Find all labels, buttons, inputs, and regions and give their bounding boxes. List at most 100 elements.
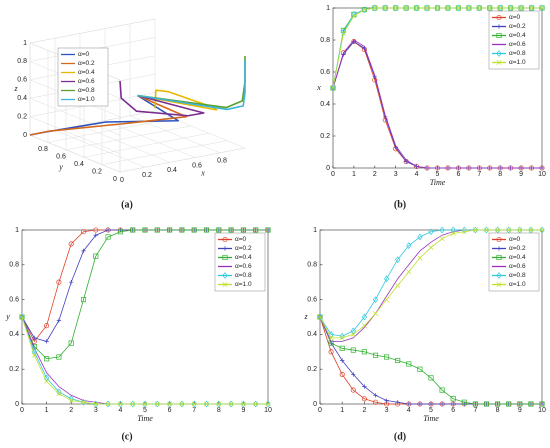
marker [406,361,412,367]
z-tick-label: 0 [23,132,27,139]
x-tick-label: 4 [407,407,411,414]
legend-box [57,47,109,107]
y-tick-label: 1 [326,5,330,12]
marker [56,279,62,285]
x-tick-label: 0 [120,177,124,184]
marker [384,398,389,403]
panel-label: (c) [121,431,132,442]
y-tick-label: 0.4 [9,331,19,338]
marker [341,31,346,37]
grid-line [29,116,121,154]
marker [56,318,62,323]
x-tick-label: 0.4 [167,167,177,174]
marker [529,5,534,11]
marker [69,280,74,285]
series-line [29,94,188,136]
series-line [137,60,246,111]
y-tick-label: 0 [326,165,330,172]
y-axis-label: y [58,162,63,171]
marker [330,85,336,91]
legend-box [488,232,540,292]
y-tick-label: 0 [15,401,19,408]
grid-line [79,125,171,163]
marker [450,226,456,234]
marker [472,226,479,234]
marker [403,4,409,12]
marker [56,354,62,360]
y-tick-label: 1 [313,227,317,234]
x-tick-label: 5 [143,407,147,414]
marker [265,400,271,408]
y-tick-label: 0.6 [56,154,66,161]
marker [179,400,185,408]
marker [455,5,461,11]
y-tick-label: 0 [313,401,317,408]
marker [19,314,25,320]
z-axis-label: z [13,84,18,93]
marker [228,401,234,407]
legend-label: α=0.4 [509,32,526,39]
series-line [119,80,205,117]
marker [424,5,430,11]
marker [117,401,123,407]
marker [417,255,423,261]
x-tick-label: 0.6 [192,162,202,169]
marker [191,227,197,233]
marker [439,387,445,393]
grid-line [29,97,121,136]
marker [350,327,356,335]
legend-marker [496,60,502,65]
marker [130,400,136,408]
marker [487,5,493,11]
marker [203,227,210,233]
marker [439,401,445,407]
legend-label: α=0.8 [78,87,95,94]
marker [93,227,99,233]
marker [451,401,456,407]
x-tick-label: 10 [264,407,272,414]
x-tick-label: 8 [496,407,500,414]
marker [361,6,367,13]
marker [395,256,401,263]
legend-marker [496,272,502,279]
marker [44,339,49,344]
x-axis-label: x [200,168,205,177]
legend-marker [496,254,502,261]
legend-marker [496,246,502,251]
marker [339,335,345,341]
x-tick-label: 3 [394,171,398,178]
legend-label: α=0 [509,14,521,21]
legend-label: α=1.0 [78,96,95,103]
marker [414,5,420,11]
marker [372,352,379,358]
marker [435,5,440,11]
legend-label: α=0.6 [78,78,95,85]
marker [539,4,545,12]
x-tick-label: 10 [538,407,546,414]
y-tick-label: 0.2 [92,168,102,175]
legend-label: α=0 [78,51,90,58]
marker [539,5,545,11]
x-axis-label: Time [137,414,153,423]
z-tick-label: 0.2 [17,113,27,120]
x-tick-label: 0 [20,407,24,414]
marker [142,401,148,407]
marker [383,275,390,283]
marker [472,227,478,233]
marker [428,244,434,250]
marker [384,297,390,303]
grid-line [65,125,192,151]
series-line [137,89,218,111]
x-tick-label: 3 [94,407,98,414]
legend-label: α=0 [509,236,521,243]
legend-marker [496,50,502,57]
marker [317,313,323,321]
y-tick-label: 1 [15,227,19,234]
marker [191,400,197,408]
legend-label: α=0.2 [235,245,252,252]
marker [93,233,98,238]
marker [253,401,259,407]
x-tick-label: 6 [451,407,455,414]
legend-label: α=0 [235,236,247,243]
marker [80,297,87,303]
